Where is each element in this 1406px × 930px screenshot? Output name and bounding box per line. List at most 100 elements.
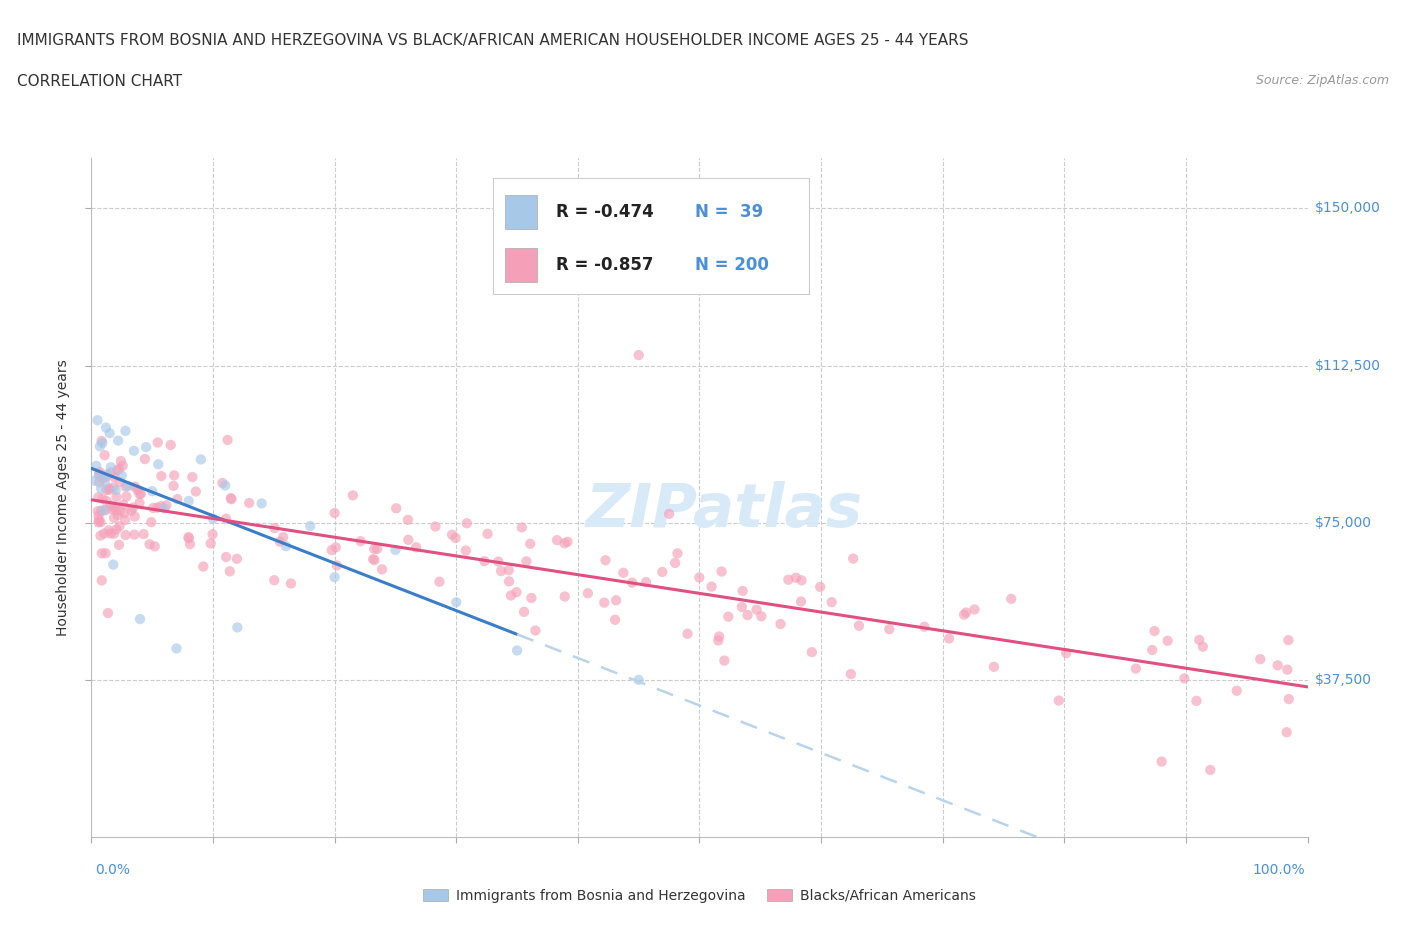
- Point: [1047, 693, 1070, 708]
- Point: [218, 564, 240, 578]
- Point: [444, 595, 467, 610]
- Point: [955, 605, 977, 620]
- Point: [554, 536, 576, 551]
- Point: [84, 458, 107, 473]
- Point: [108, 519, 131, 534]
- Point: [269, 534, 291, 549]
- Point: [274, 538, 297, 553]
- Point: [444, 530, 467, 545]
- Point: [90, 546, 112, 561]
- Point: [1188, 632, 1211, 647]
- Point: [86, 413, 108, 428]
- Point: [707, 633, 730, 648]
- Point: [983, 659, 1005, 674]
- Text: $75,000: $75,000: [1315, 516, 1372, 530]
- Point: [87, 504, 110, 519]
- Point: [688, 570, 710, 585]
- Point: [953, 607, 976, 622]
- Point: [605, 612, 627, 627]
- Point: [100, 465, 122, 480]
- Point: [1054, 645, 1077, 660]
- Point: [250, 496, 273, 511]
- Point: [226, 620, 249, 635]
- Point: [215, 550, 238, 565]
- Text: $150,000: $150,000: [1315, 202, 1381, 216]
- Point: [89, 439, 111, 454]
- Point: [211, 475, 233, 490]
- Point: [100, 526, 122, 541]
- Point: [505, 585, 527, 600]
- Point: [93, 503, 115, 518]
- Point: [785, 570, 807, 585]
- Point: [1267, 658, 1289, 672]
- Point: [713, 653, 735, 668]
- Text: 100.0%: 100.0%: [1253, 863, 1305, 877]
- Point: [707, 629, 730, 644]
- Point: [150, 469, 173, 484]
- Point: [141, 514, 163, 529]
- Point: [454, 543, 477, 558]
- Point: [384, 542, 406, 557]
- Point: [477, 526, 499, 541]
- Point: [271, 530, 294, 545]
- Point: [114, 527, 136, 542]
- Point: [94, 546, 117, 561]
- Point: [215, 512, 238, 526]
- Text: ZIPatlas: ZIPatlas: [585, 481, 862, 539]
- Point: [1275, 724, 1298, 739]
- Point: [132, 526, 155, 541]
- Text: 0.0%: 0.0%: [96, 863, 131, 877]
- Point: [101, 501, 124, 516]
- Point: [148, 457, 170, 472]
- Point: [263, 573, 285, 588]
- Point: [105, 463, 128, 478]
- Point: [120, 503, 142, 518]
- Point: [112, 506, 135, 521]
- Point: [117, 479, 139, 494]
- Legend: Immigrants from Bosnia and Herzegovina, Blacks/African Americans: Immigrants from Bosnia and Herzegovina, …: [418, 883, 981, 908]
- Text: $112,500: $112,500: [1315, 359, 1381, 373]
- Point: [1277, 662, 1299, 677]
- Point: [520, 591, 543, 605]
- Point: [193, 559, 215, 574]
- Point: [349, 534, 371, 549]
- Point: [89, 475, 111, 490]
- Point: [299, 519, 322, 534]
- Point: [790, 573, 813, 588]
- Point: [84, 473, 107, 488]
- Point: [1278, 692, 1301, 707]
- Point: [700, 579, 723, 594]
- Point: [103, 511, 125, 525]
- Point: [97, 605, 120, 620]
- Point: [87, 490, 110, 505]
- Point: [134, 452, 156, 467]
- Point: [177, 494, 200, 509]
- Point: [202, 512, 225, 526]
- Point: [159, 437, 181, 452]
- Point: [710, 565, 733, 579]
- Point: [676, 626, 699, 641]
- Point: [87, 468, 110, 483]
- Point: [129, 486, 152, 501]
- Point: [94, 420, 117, 435]
- Point: [664, 555, 686, 570]
- Point: [129, 612, 152, 627]
- Point: [593, 595, 616, 610]
- Point: [717, 609, 740, 624]
- Point: [100, 498, 122, 513]
- Point: [405, 540, 427, 555]
- Point: [363, 552, 385, 567]
- Point: [114, 423, 136, 438]
- Point: [510, 520, 533, 535]
- Text: $37,500: $37,500: [1315, 672, 1372, 687]
- Point: [839, 667, 862, 682]
- Point: [731, 600, 754, 615]
- Point: [474, 553, 496, 568]
- Point: [745, 603, 768, 618]
- Point: [489, 564, 512, 578]
- Point: [103, 480, 125, 495]
- Point: [142, 500, 165, 515]
- Point: [651, 565, 673, 579]
- Point: [800, 644, 823, 659]
- Point: [93, 447, 115, 462]
